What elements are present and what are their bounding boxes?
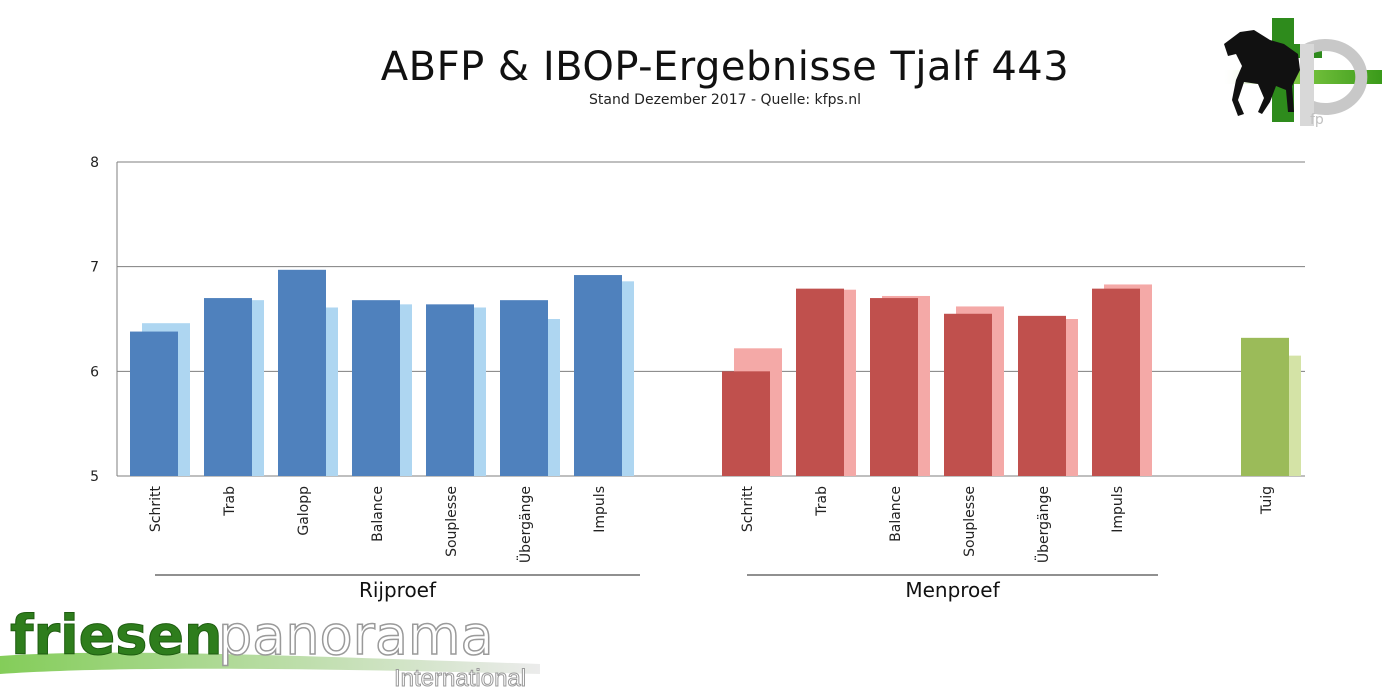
category-label: Impuls (592, 486, 608, 533)
category-label: Schritt (148, 486, 164, 533)
category-label: Balance (888, 486, 904, 542)
bar (870, 298, 918, 476)
category-label: Tuig (1259, 486, 1275, 515)
y-tick-label: 6 (90, 364, 99, 380)
category-label: Galopp (296, 486, 312, 536)
bar (352, 300, 400, 476)
category-label: Übergänge (1034, 486, 1052, 563)
bar (1241, 337, 1289, 476)
friesenpanorama-logo-icon: friesen panorama International (0, 604, 540, 693)
bar (426, 304, 474, 476)
bar (1018, 315, 1066, 476)
kfps-horse-logo-icon: fp (1222, 18, 1382, 128)
bar (944, 313, 992, 476)
chart-title: ABFP & IBOP-Ergebnisse Tjalf 443 (380, 44, 1070, 90)
y-tick-label: 5 (90, 469, 99, 485)
category-label: Impuls (1110, 486, 1126, 533)
logo-word-panorama: panorama (218, 604, 494, 667)
group-label: Rijproef (359, 578, 437, 602)
bar (130, 331, 178, 476)
group-label: Menproef (905, 578, 1000, 602)
kfps-logo-text: fp (1310, 112, 1324, 128)
bar (500, 300, 548, 476)
bar (796, 288, 844, 476)
chart-subtitle: Stand Dezember 2017 - Quelle: kfps.nl (589, 92, 861, 108)
category-label: Übergänge (516, 486, 534, 563)
bar (722, 371, 770, 476)
y-tick-label: 7 (90, 260, 99, 276)
bar (204, 298, 252, 476)
logo-word-international: International (394, 665, 526, 692)
category-label: Trab (222, 486, 238, 517)
logo-word-friesen: friesen (10, 604, 222, 667)
category-label: Balance (370, 486, 386, 542)
category-label: Souplesse (962, 486, 978, 557)
category-label: Trab (814, 486, 830, 517)
bar (278, 269, 326, 476)
bar (1092, 288, 1140, 476)
y-tick-label: 8 (90, 155, 99, 171)
category-label: Schritt (740, 486, 756, 533)
bar (574, 275, 622, 476)
category-label: Souplesse (444, 486, 460, 557)
